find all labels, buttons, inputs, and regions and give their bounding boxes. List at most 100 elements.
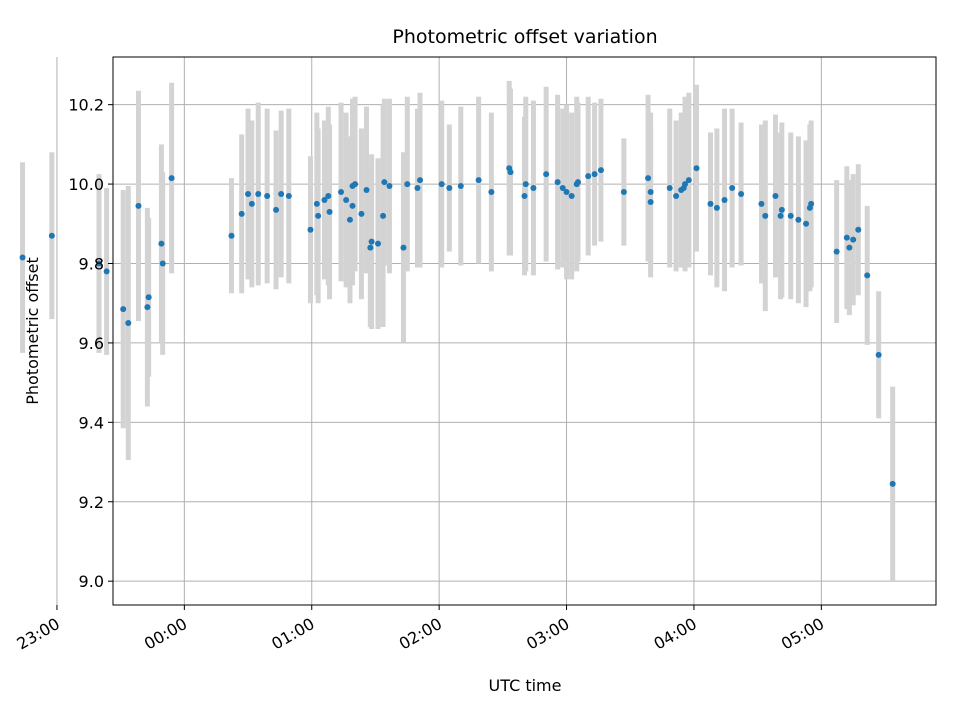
data-point [349,202,356,209]
data-point [404,181,411,188]
y-tick-label: 10.0 [68,175,104,194]
data-point [543,171,550,178]
data-point [307,226,314,233]
data-point [414,185,421,192]
data-point [125,320,132,327]
data-point [787,212,794,219]
data-point [381,179,388,186]
data-point [352,181,359,188]
data-point [168,175,175,182]
data-point [144,304,151,311]
data-point [850,236,857,243]
data-point [400,244,407,251]
data-point [673,192,680,199]
data-point [363,187,370,194]
data-point [889,480,896,487]
data-point [120,306,127,313]
data-point [358,210,365,217]
data-point [158,240,165,247]
data-point [772,192,779,199]
data-point [647,198,654,205]
data-point [228,232,235,239]
data-point [762,212,769,219]
data-point [264,192,271,199]
data-point [313,200,320,207]
data-point [647,189,654,196]
y-tick-label: 9.2 [79,493,104,512]
data-point [721,196,728,203]
data-point [620,189,627,196]
data-point [707,200,714,207]
chart-title: Photometric offset variation [392,26,657,48]
data-point [343,196,350,203]
data-point [19,254,26,261]
data-point [559,185,566,192]
data-point [417,177,424,184]
data-point [325,192,332,199]
data-point [159,260,166,267]
data-point [666,185,673,192]
data-point [245,191,252,197]
y-tick-label: 9.8 [79,254,104,273]
data-point [597,167,604,174]
data-point [145,294,152,301]
data-point [367,244,374,251]
data-point [255,191,262,197]
data-point [738,191,745,197]
data-point [682,181,689,188]
data-point [238,210,245,217]
data-point [273,206,280,213]
data-point [522,181,529,188]
data-point [864,272,871,279]
data-point [693,165,700,172]
data-point [475,177,482,184]
data-point [338,189,345,196]
data-point [368,238,375,245]
data-point [488,189,495,196]
data-point [729,185,736,192]
data-point [446,185,453,192]
data-point [808,200,815,207]
data-point [315,212,322,219]
data-point [374,240,381,247]
data-point [875,351,882,358]
data-point [795,216,802,223]
data-point [278,191,285,197]
data-point [554,179,561,186]
data-point [326,208,333,215]
x-axis-label: UTC time [489,676,562,695]
data-point [685,177,692,184]
y-tick-label: 9.0 [79,572,104,591]
y-tick-label: 10.2 [68,96,104,115]
y-tick-label: 9.6 [79,334,104,353]
data-point [833,248,840,255]
data-point [457,183,464,190]
data-point [778,206,785,213]
data-point [248,200,255,207]
y-axis: 9.0 9.2 9.4 9.6 9.8 10.0 10.2 [68,96,113,591]
data-point [585,173,592,180]
data-point [645,175,652,182]
data-point [380,212,387,219]
data-point [507,169,514,176]
data-point [285,192,292,199]
data-point [713,204,720,211]
data-point [758,200,765,207]
data-point [386,183,393,190]
data-point [563,189,570,196]
data-point [95,260,102,267]
y-tick-label: 9.4 [79,413,104,432]
data-point [521,192,528,199]
data-point [575,179,582,186]
data-point [777,212,784,219]
data-point [103,268,110,275]
data-point [530,185,537,192]
point-layer [19,165,896,487]
data-point [135,202,142,209]
data-point [346,216,353,223]
plot-frame [112,56,937,606]
data-point [438,181,445,188]
y-axis-label: Photometric offset [23,257,42,405]
data-point [48,232,55,239]
